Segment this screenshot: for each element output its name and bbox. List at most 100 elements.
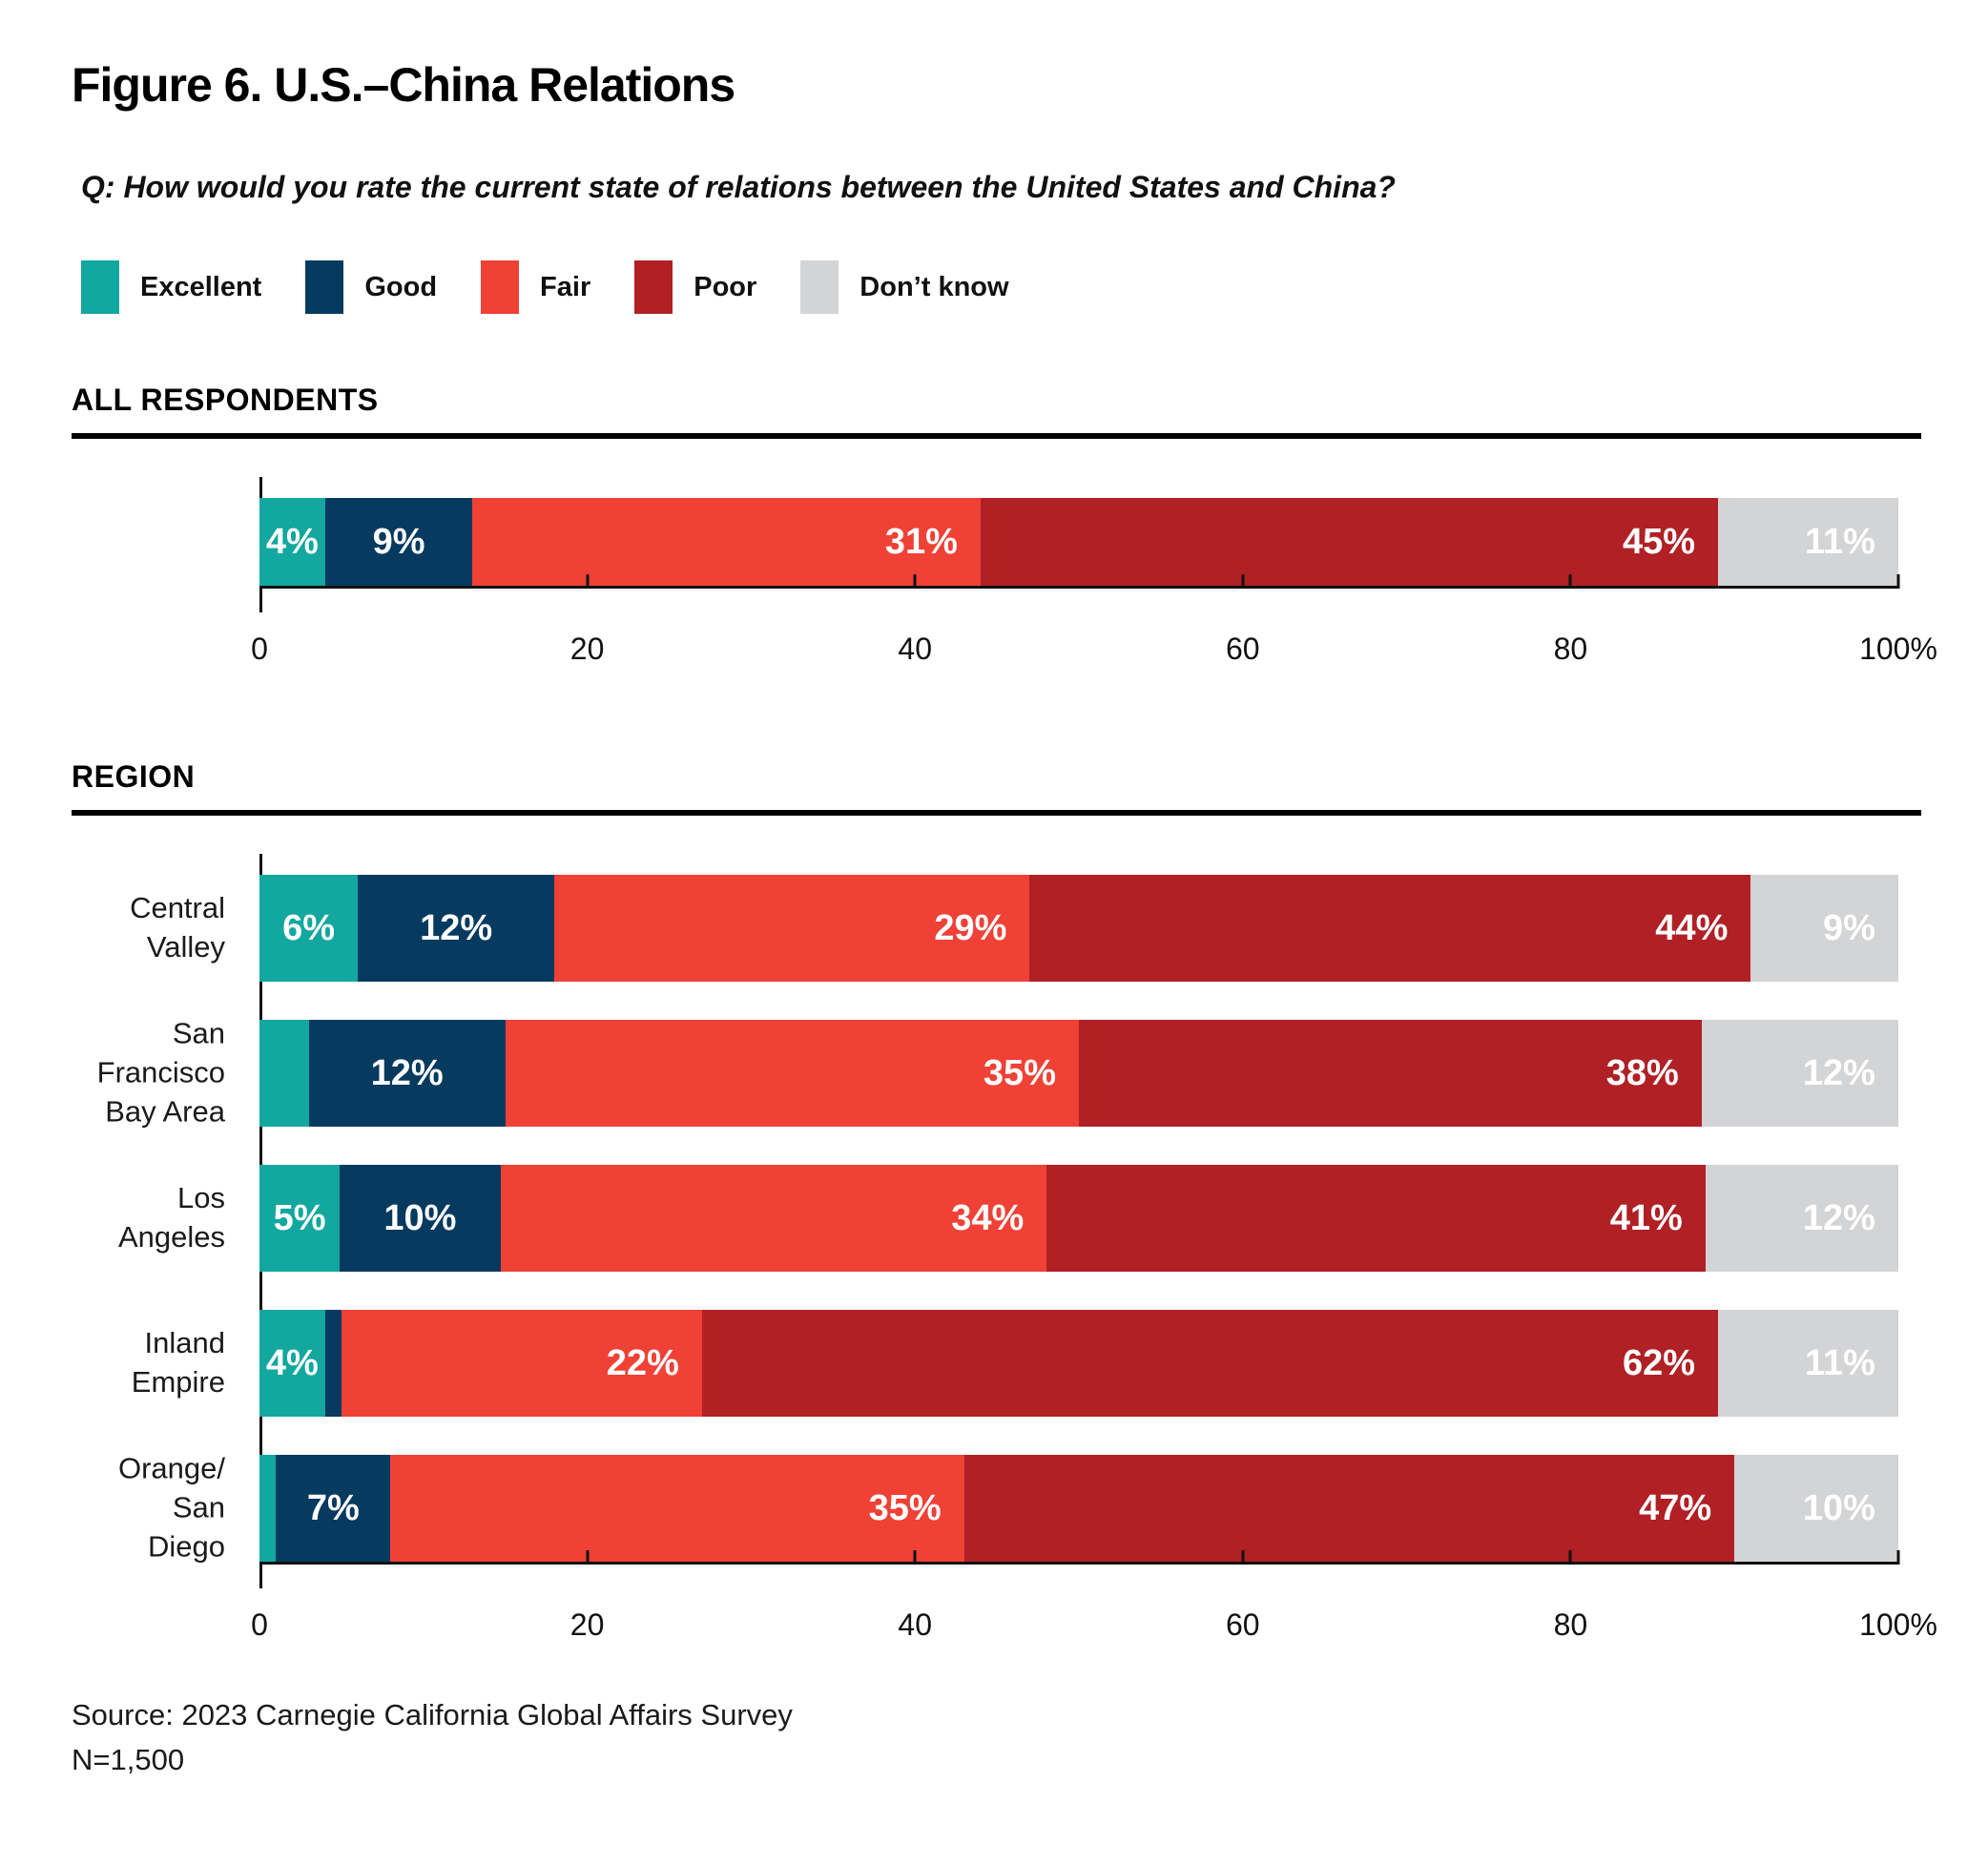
bar-segment-poor: 62%	[701, 1310, 1718, 1417]
section-region: REGION Central Valley 6% 12% 29% 44% 9% San Fr…	[72, 759, 1937, 1648]
bar-value-label: 11%	[1805, 521, 1875, 562]
bar-segment-poor: 44%	[1029, 875, 1751, 982]
bar-segment-don-t-know: 12%	[1705, 1165, 1898, 1272]
survey-question: Q: How would you rate the current state …	[81, 170, 1396, 204]
bar-row: Central Valley 6% 12% 29% 44% 9%	[130, 875, 1898, 982]
legend-swatch	[305, 260, 344, 314]
bar-row: 4% 9% 31% 45% 11%	[259, 498, 1898, 586]
plot-area: 4% 9% 31% 45% 11%	[259, 477, 1900, 612]
bar-value-label: 10%	[383, 1197, 457, 1238]
x-tick-label: 100%	[1859, 1607, 1937, 1642]
bar-value-label: 10%	[1802, 1487, 1875, 1528]
legend-swatch	[481, 260, 520, 314]
bar-segment-excellent: 4%	[259, 1310, 325, 1417]
sample-size-text: N=1,500	[72, 1742, 185, 1776]
x-axis-tick	[913, 1550, 917, 1565]
section-all-respondents: ALL RESPONDENTS 4% 9% 31% 45% 11% 0 20 40 60 80 10…	[72, 383, 1937, 672]
bar-segment-fair: 22%	[341, 1310, 702, 1417]
bar-value-label: 35%	[868, 1487, 942, 1528]
x-tick-label: 80	[1553, 632, 1588, 666]
bar-segment-fair: 31%	[472, 498, 981, 586]
bar-row: Los Angeles 5% 10% 34% 41% 12%	[118, 1165, 1898, 1272]
bar-segment-fair: 35%	[505, 1020, 1079, 1127]
bar-value-label: 22%	[606, 1342, 679, 1383]
legend-item: Fair	[481, 260, 590, 314]
chart-all-respondents: 4% 9% 31% 45% 11% 0 20 40 60 80 100%	[251, 477, 1937, 672]
row-label: Inland Empire	[131, 1326, 225, 1399]
bar-value-label: 12%	[370, 1052, 444, 1093]
bar-value-label: 38%	[1605, 1052, 1679, 1093]
x-tick-label: 20	[569, 632, 605, 666]
bar-value-label: 31%	[884, 521, 958, 562]
bar-segment-excellent	[259, 1455, 277, 1562]
bar-segment-poor: 47%	[963, 1455, 1735, 1562]
bar-segment-don-t-know: 10%	[1734, 1455, 1898, 1562]
legend-item: Poor	[634, 260, 756, 314]
bar-value-label: 44%	[1655, 907, 1729, 948]
x-tick-label: 60	[1226, 1607, 1260, 1642]
row-label: San Francisco Bay Area	[96, 1016, 226, 1129]
bar-segment-good: 12%	[358, 875, 555, 982]
x-axis-line	[259, 1550, 1900, 1565]
bar-segment-poor: 38%	[1078, 1020, 1702, 1127]
x-axis-tick	[1241, 1550, 1245, 1565]
legend-label: Poor	[694, 271, 757, 302]
section-rule	[72, 433, 1921, 439]
x-axis-tick	[1896, 1550, 1900, 1565]
bar-segment-don-t-know: 9%	[1750, 875, 1898, 982]
bar-segment-don-t-know: 11%	[1718, 498, 1898, 586]
bar-value-label: 47%	[1639, 1487, 1712, 1528]
bar-segment-poor: 41%	[1046, 1165, 1706, 1272]
bar-segment-good: 7%	[276, 1455, 391, 1562]
bar-row: Inland Empire 4% 22% 62% 11%	[132, 1310, 1898, 1417]
row-label: Central Valley	[130, 891, 225, 964]
bar-value-label: 4%	[265, 1342, 319, 1383]
x-axis-tick	[1896, 574, 1900, 589]
row-label: Los Angeles	[117, 1181, 225, 1254]
x-axis-tick	[1568, 574, 1572, 589]
bar-value-label: 35%	[983, 1052, 1056, 1093]
source-text: Source: 2023 Carnegie California Global …	[72, 1698, 793, 1731]
legend-label: Fair	[540, 271, 591, 302]
bar-segment-don-t-know: 11%	[1718, 1310, 1898, 1417]
x-tick-label: 80	[1553, 1607, 1588, 1642]
x-axis-tick	[586, 1550, 590, 1565]
bar-segment-don-t-know: 12%	[1701, 1020, 1898, 1127]
bar-value-label: 12%	[420, 907, 493, 948]
bar-segment-good: 9%	[324, 498, 473, 586]
bar-value-label: 34%	[951, 1197, 1025, 1238]
x-tick-label: 0	[251, 632, 268, 666]
plot-area: Central Valley 6% 12% 29% 44% 9% San Francisco…	[97, 854, 1900, 1588]
bar-value-label: 7%	[306, 1487, 360, 1528]
bar-segment-fair: 29%	[554, 875, 1030, 982]
x-axis-line	[259, 574, 1900, 589]
bar-value-label: 62%	[1622, 1342, 1695, 1383]
x-axis-labels: 0 20 40 60 80 100%	[251, 632, 1937, 672]
bar-value-label: 4%	[265, 521, 319, 562]
x-tick-label: 20	[569, 1607, 605, 1642]
x-tick-label: 40	[898, 632, 932, 666]
legend-swatch	[634, 260, 673, 314]
legend-item: Excellent	[81, 260, 261, 314]
legend-label: Don’t know	[859, 271, 1009, 302]
x-axis-labels: 0 20 40 60 80 100%	[251, 1607, 1937, 1648]
bar-segment-poor: 45%	[980, 498, 1718, 586]
x-tick-label: 60	[1226, 632, 1260, 666]
bar-value-label: 5%	[273, 1197, 326, 1238]
bar-value-label: 12%	[1802, 1052, 1875, 1093]
bar-value-label: 9%	[372, 521, 425, 562]
bar-value-label: 12%	[1802, 1197, 1875, 1238]
bar-value-label: 6%	[282, 907, 335, 948]
x-axis-tick	[586, 574, 590, 589]
bar-segment-excellent	[259, 1020, 309, 1127]
legend-label: Excellent	[140, 271, 262, 302]
chart-legend: Excellent Good Fair Poor Don’t know	[81, 260, 1921, 314]
legend-swatch	[81, 260, 119, 314]
section-rule	[72, 810, 1921, 816]
x-tick-label: 0	[251, 1607, 268, 1642]
bar-segment-excellent: 4%	[259, 498, 325, 586]
bar-segment-fair: 35%	[390, 1455, 964, 1562]
bar-value-label: 41%	[1609, 1197, 1683, 1238]
bar-segment-good: 12%	[308, 1020, 506, 1127]
bar-segment-good: 10%	[340, 1165, 501, 1272]
